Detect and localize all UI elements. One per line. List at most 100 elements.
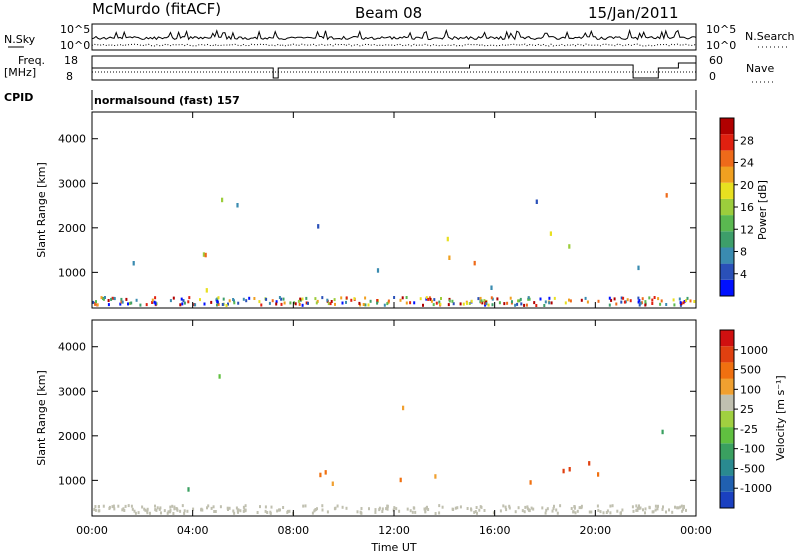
heatmap-cell [434, 474, 437, 479]
near-range-cell [398, 509, 401, 513]
near-range-cell [93, 508, 96, 511]
x-tick-label: 00:00 [680, 524, 712, 537]
near-range-cell [160, 511, 162, 515]
power-y-ticks: 1000 2000 3000 4000 [58, 133, 696, 279]
near-range-cell [154, 508, 157, 512]
near-range-cell [648, 506, 651, 510]
near-range-cell [242, 297, 245, 301]
near-range-cell [376, 301, 379, 305]
near-range-cell [289, 301, 292, 305]
noise-panel: N.Sky 10^5 10^0 10^5 10^0 N.Search [4, 23, 795, 52]
near-range-cell [569, 299, 572, 303]
near-range-cell [514, 303, 517, 307]
near-range-cell [535, 304, 538, 307]
near-range-cell [264, 505, 267, 509]
near-range-cell [121, 300, 124, 304]
near-range-cell [244, 508, 247, 512]
near-range-cell [395, 507, 398, 511]
near-range-cell [487, 303, 490, 307]
colorbar-segment [720, 475, 734, 492]
near-range-cell [145, 303, 148, 307]
near-range-cell [528, 508, 531, 512]
near-range-cell [651, 510, 654, 514]
near-range-cell [232, 509, 235, 513]
heatmap-cell [661, 429, 664, 435]
near-range-cell [385, 507, 388, 511]
near-range-cell [108, 507, 111, 510]
near-range-cell [121, 508, 124, 512]
near-range-cell [129, 301, 131, 305]
near-range-cell [597, 508, 600, 512]
heatmap-cell [665, 193, 668, 198]
near-range-cell [95, 300, 97, 304]
near-range-cell [169, 505, 172, 509]
colorbar-segment [720, 150, 734, 167]
near-range-cell [356, 510, 359, 514]
near-range-cell [638, 299, 641, 303]
near-range-cell [550, 301, 553, 305]
heatmap-cell [568, 244, 571, 249]
near-range-cell [503, 302, 506, 306]
near-range-cell [644, 507, 647, 511]
colorbar-segment [720, 459, 734, 476]
heatmap-cell [535, 199, 538, 204]
x-tick-label: 08:00 [277, 524, 309, 537]
near-range-cell [636, 506, 639, 510]
cpid-label: CPID [4, 91, 33, 104]
near-range-cell [305, 296, 308, 300]
near-range-cell [166, 511, 169, 515]
near-range-cell [492, 511, 495, 515]
near-range-cell [481, 301, 484, 305]
near-range-cell [477, 297, 480, 301]
near-range-cell [228, 299, 231, 303]
power-heatmap-panel: 1000 2000 3000 4000 Slant Range [km] [35, 111, 697, 309]
near-range-cell [409, 301, 412, 305]
near-range-cell [671, 510, 674, 514]
colorbar-tick-label: 28 [740, 134, 754, 147]
colorbar-segment [720, 263, 734, 280]
near-range-cell [311, 511, 314, 515]
near-range-cell [586, 300, 589, 304]
near-range-cell [427, 297, 430, 301]
beam-label: Beam 08 [355, 4, 422, 22]
near-range-cell [360, 507, 363, 510]
near-range-cell [490, 296, 493, 300]
colorbar-tick-label: 100 [740, 383, 761, 396]
near-range-cell [313, 509, 316, 513]
near-range-cell [637, 296, 640, 300]
near-range-cell [149, 511, 151, 515]
near-range-cell [620, 300, 623, 304]
near-range-cell [642, 508, 644, 512]
near-range-cell [546, 507, 549, 511]
near-range-cell [232, 298, 235, 301]
near-range-cell [424, 510, 427, 514]
near-range-cell [154, 296, 157, 300]
near-range-cell [527, 296, 530, 300]
near-range-cell [644, 511, 646, 515]
near-range-cell [673, 303, 676, 307]
near-range-cell [276, 509, 279, 513]
near-range-cell [334, 506, 337, 510]
near-range-cell [213, 510, 216, 513]
near-range-cell [362, 303, 365, 306]
freq-trace [92, 62, 696, 79]
colorbar-frame [719, 329, 735, 509]
near-range-cell [514, 510, 517, 514]
x-tick-label: 00:00 [76, 524, 108, 537]
near-range-cell [427, 508, 430, 511]
near-range-cell [341, 301, 344, 305]
near-range-cell [374, 508, 377, 512]
near-range-cell [286, 509, 289, 513]
near-range-cell [615, 302, 618, 306]
near-range-cell [233, 301, 236, 305]
colorbar-segment [720, 215, 734, 232]
near-range-cell [679, 505, 682, 509]
colorbar-tick-label: 12 [740, 223, 754, 236]
near-range-cell [678, 297, 681, 301]
near-range-cell [333, 298, 336, 302]
near-range-cell [496, 297, 499, 301]
near-range-cell [179, 303, 182, 307]
near-range-cell [483, 509, 486, 512]
velocity-xlabel: Time UT [370, 541, 416, 554]
near-range-cell [181, 504, 184, 508]
